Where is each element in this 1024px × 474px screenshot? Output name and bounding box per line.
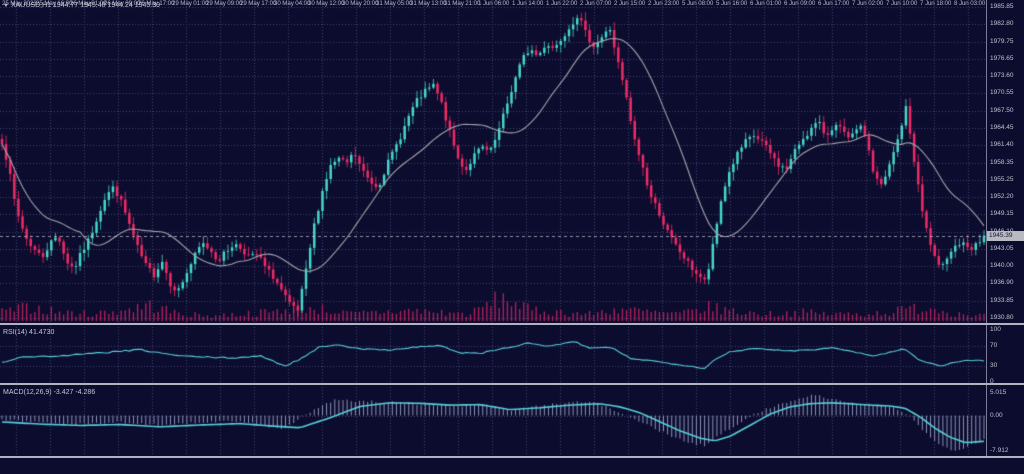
time-axis-label: 29 May 09:00	[206, 0, 243, 7]
time-axis-label: 29 May 17:00	[240, 0, 277, 7]
rsi-scale-label: 100	[990, 326, 1001, 333]
pane-separator-rsi-macd[interactable]	[0, 383, 1024, 385]
time-axis-label: 5 Jun 16:00	[716, 0, 748, 7]
time-axis-label: 7 Jun 18:00	[920, 0, 952, 7]
macd-indicator-label: MACD(12,26,9) -3.427 -4.286	[3, 389, 96, 396]
time-axis-label: 26 May 09:00	[104, 0, 141, 7]
macd-scale-label: 5.015	[990, 388, 1007, 396]
rsi-scale-label: 0	[990, 378, 994, 385]
time-axis-label: 6 Jun 17:00	[818, 0, 850, 7]
price-axis-label: 1952.20	[990, 193, 1014, 201]
time-axis-label: 2 Jun 15:00	[614, 0, 646, 7]
price-axis-label: 1936.90	[990, 279, 1014, 287]
price-axis-label: 1973.60	[990, 72, 1014, 80]
time-axis-label: 30 May 04:00	[274, 0, 311, 7]
rsi-scale-label: 70	[990, 341, 998, 349]
price-axis-label: 1970.55	[990, 89, 1014, 97]
time-axis-label: 7 Jun 10:00	[886, 0, 918, 7]
time-axis-label: 31 May 05:00	[376, 0, 413, 7]
rsi-indicator-label: RSI(14) 41.4730	[3, 329, 55, 336]
macd-scale-label: 0.00	[990, 411, 1003, 419]
time-axis-label: 25 May 16:00	[36, 0, 73, 7]
price-axis-label: 1955.25	[990, 175, 1014, 183]
price-axis-label: 1930.80	[990, 314, 1014, 322]
time-axis-label: 1 Jun 14:00	[512, 0, 544, 7]
price-axis-label: 1982.80	[990, 20, 1014, 28]
time-axis-label: 8 Jun 03:00	[954, 0, 986, 7]
time-axis-label: 31 May 21:00	[444, 0, 481, 7]
time-axis-label: 31 May 13:00	[410, 0, 447, 7]
time-axis-label: 26 May 17:00	[138, 0, 175, 7]
current-price-tag: 1945.39	[987, 230, 1024, 241]
time-axis-label: 7 Jun 02:00	[852, 0, 884, 7]
price-axis-label: 1933.85	[990, 296, 1014, 304]
price-axis-label: 1979.75	[990, 37, 1014, 45]
time-axis-label: 30 May 12:00	[308, 0, 345, 7]
time-axis-label: 1 Jun 22:00	[546, 0, 578, 7]
price-axis-label: 1964.45	[990, 123, 1014, 131]
price-axis-label: 1961.40	[990, 141, 1014, 149]
chevron-down-icon: ▼	[3, 3, 9, 9]
price-axis-label: 1967.50	[990, 106, 1014, 114]
time-axis-label: 6 Jun 01:00	[750, 0, 782, 7]
price-axis-label: 1943.05	[990, 244, 1014, 252]
time-axis-label: 5 Jun 08:00	[682, 0, 714, 7]
price-axis-label: 1976.65	[990, 54, 1014, 62]
time-axis-label: 2 Jun 23:00	[648, 0, 680, 7]
price-axis-border	[986, 0, 987, 456]
pane-separator-macd-timeaxis	[0, 456, 1024, 458]
time-axis-label: 2 Jun 07:00	[580, 0, 612, 7]
time-axis-label: 25 May 2023	[2, 0, 37, 7]
time-axis-label: 30 May 20:00	[342, 0, 379, 7]
time-axis-label: 26 May 01:00	[70, 0, 107, 7]
macd-scale-label: -7.912	[990, 447, 1009, 455]
time-axis-label: 1 Jun 06:00	[478, 0, 510, 7]
price-axis-label: 1949.15	[990, 210, 1014, 218]
symbol-quote-line: ▼ XAUUSD,H1 1944.77 1945.48 1944.24 1945.…	[3, 2, 160, 9]
price-axis-label: 1958.35	[990, 158, 1014, 166]
time-axis-label: 6 Jun 09:00	[784, 0, 816, 7]
symbol-ohlc-text: XAUUSD,H1 1944.77 1945.48 1944.24 1945.3…	[10, 2, 161, 9]
rsi-scale-label: 30	[990, 362, 998, 370]
price-axis-label: 1985.85	[990, 3, 1014, 10]
price-axis-label: 1940.00	[990, 262, 1014, 270]
time-axis-label: 29 May 01:00	[172, 0, 209, 7]
pane-separator-main-rsi[interactable]	[0, 323, 1024, 325]
